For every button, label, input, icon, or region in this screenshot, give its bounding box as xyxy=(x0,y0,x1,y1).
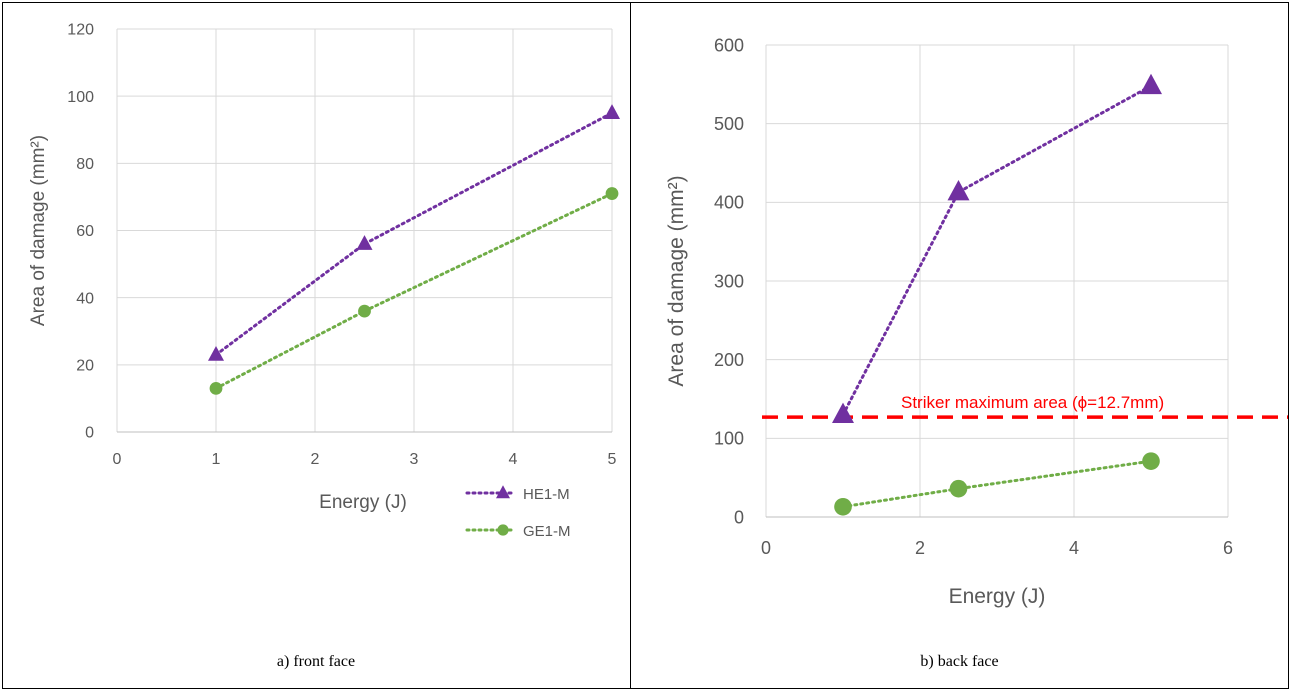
table-top-border xyxy=(2,2,1289,3)
y-tick-label: 80 xyxy=(76,156,94,173)
triangle-marker xyxy=(947,180,970,201)
x-tick-label: 0 xyxy=(761,538,771,558)
y-tick-label: 200 xyxy=(714,350,744,370)
x-axis-title: Energy (J) xyxy=(319,492,407,513)
x-axis-title: Energy (J) xyxy=(949,585,1046,608)
y-tick-label: 500 xyxy=(714,114,744,134)
series-line xyxy=(841,84,1153,417)
circle-marker xyxy=(1142,452,1160,470)
series-line xyxy=(841,459,1153,509)
table-bottom-border xyxy=(2,688,1289,689)
y-tick-label: 600 xyxy=(714,35,744,55)
y-tick-label: 20 xyxy=(76,357,94,374)
y-tick-label: 0 xyxy=(734,507,744,527)
series-0 xyxy=(832,73,1162,423)
series-1 xyxy=(209,187,619,395)
table-middle-border xyxy=(630,2,631,689)
striker-reference-label: Striker maximum area (ϕ=12.7mm) xyxy=(901,393,1164,412)
y-tick-label: 100 xyxy=(67,89,94,106)
table-right-border xyxy=(1288,2,1289,689)
caption-front-face: a) front face xyxy=(276,653,356,670)
caption-back-face: b) back face xyxy=(920,653,999,670)
y-axis-title: Area of damage (mm²) xyxy=(28,135,49,326)
table-left-border xyxy=(2,2,3,689)
y-tick-label: 40 xyxy=(76,290,94,307)
series-1 xyxy=(834,452,1160,516)
x-tick-label: 0 xyxy=(113,451,122,468)
x-tick-label: 4 xyxy=(1069,538,1079,558)
circle-marker xyxy=(834,497,852,516)
x-tick-label: 4 xyxy=(509,451,518,468)
triangle-marker xyxy=(208,345,224,361)
legend-label: GE1-M xyxy=(523,523,571,540)
y-tick-label: 0 xyxy=(85,425,94,442)
legend-label: HE1-M xyxy=(523,486,570,503)
x-tick-label: 2 xyxy=(311,451,320,468)
y-tick-label: 400 xyxy=(714,193,744,213)
x-tick-label: 6 xyxy=(1223,538,1233,558)
x-tick-label: 1 xyxy=(212,451,221,468)
triangle-marker xyxy=(604,104,620,119)
x-tick-label: 5 xyxy=(608,451,617,468)
triangle-marker xyxy=(356,235,373,250)
y-axis-title: Area of damage (mm²) xyxy=(665,175,688,386)
y-tick-label: 100 xyxy=(714,429,744,449)
circle-marker xyxy=(949,479,968,498)
legend-marker xyxy=(497,524,509,536)
y-tick-label: 300 xyxy=(714,271,744,291)
triangle-marker xyxy=(832,402,854,423)
y-tick-label: 60 xyxy=(76,223,94,240)
circle-marker xyxy=(605,187,619,200)
circle-marker xyxy=(358,304,371,318)
legend-marker xyxy=(496,485,510,499)
x-tick-label: 3 xyxy=(410,451,419,468)
back-face-chart: 0 100 200 300 400 500 600 0 2 4 6 Energy (J) Area of… xyxy=(665,35,1288,608)
series-0 xyxy=(208,104,620,361)
triangle-marker xyxy=(1140,73,1162,95)
circle-marker xyxy=(209,381,223,395)
x-tick-label: 2 xyxy=(915,538,925,558)
front-face-chart: 0 20 40 60 80 100 120 0 1 2 3 4 5 Energy (J) Area of d… xyxy=(28,22,620,540)
y-tick-label: 120 xyxy=(67,22,94,39)
